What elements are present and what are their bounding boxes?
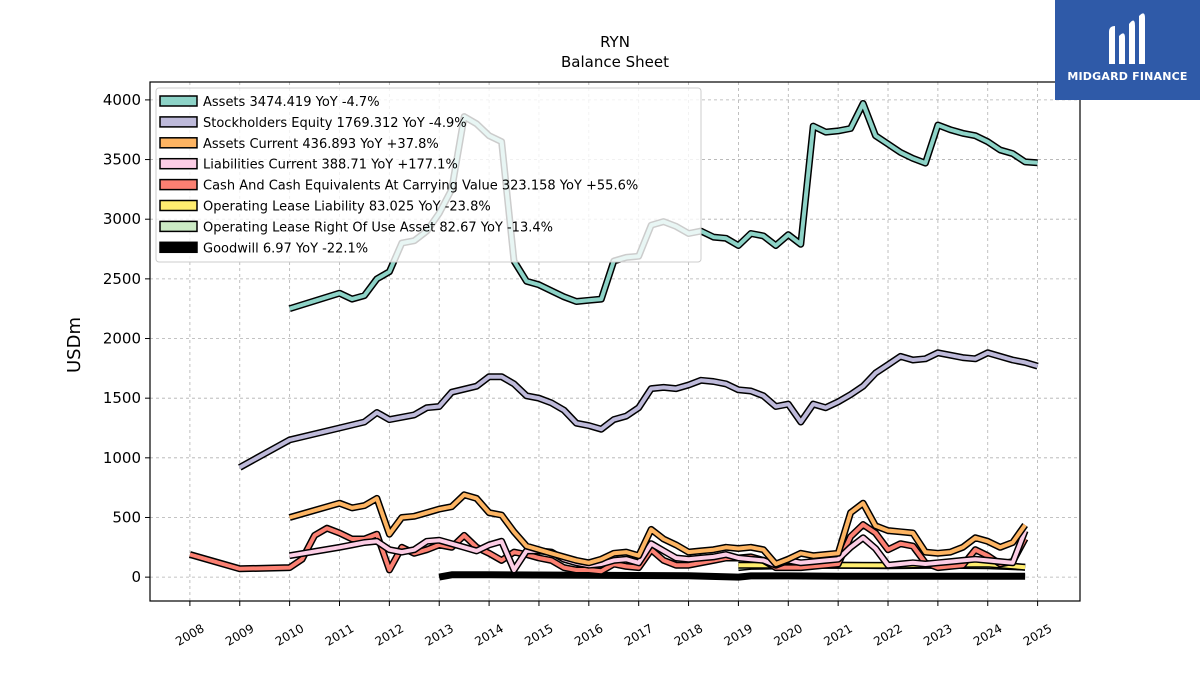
y-tick-label: 1000 bbox=[103, 449, 141, 467]
x-tick-label: 2017 bbox=[622, 621, 655, 648]
y-tick-label: 0 bbox=[131, 568, 141, 586]
series-2 bbox=[288, 491, 1028, 568]
legend-label: Operating Lease Liability 83.025 YoY -23… bbox=[203, 200, 491, 215]
legend-swatch bbox=[159, 220, 198, 233]
y-tick-label: 3500 bbox=[103, 151, 141, 169]
legend-label: Assets Current 436.893 YoY +37.8% bbox=[203, 137, 439, 152]
series-3 bbox=[289, 529, 1029, 574]
legend: Assets 3474.419 YoY -4.7% Stockholders Eq… bbox=[155, 87, 702, 263]
x-tick-label: 2025 bbox=[1021, 621, 1054, 648]
series-line bbox=[289, 492, 1027, 566]
legend-swatch bbox=[159, 157, 198, 170]
legend-swatch bbox=[159, 137, 198, 149]
x-tick-label: 2015 bbox=[522, 621, 555, 648]
series-1 bbox=[238, 349, 1039, 471]
chart-title: RYN bbox=[600, 33, 630, 51]
y-tick-label: 500 bbox=[112, 508, 141, 526]
series-layer bbox=[188, 100, 1039, 581]
x-tick-label: 2020 bbox=[772, 621, 805, 648]
legend-label: Stockholders Equity 1769.312 YoY -4.9% bbox=[203, 116, 467, 131]
midgard-logo-icon bbox=[1109, 13, 1145, 65]
legend-label: Liabilities Current 388.71 YoY +177.1% bbox=[203, 158, 458, 173]
legend-swatch bbox=[159, 178, 198, 191]
x-tick-label: 2010 bbox=[273, 621, 306, 648]
series-5 bbox=[738, 560, 1026, 571]
legend-box bbox=[155, 87, 702, 263]
legend-swatch bbox=[159, 95, 198, 107]
x-tick-label: 2016 bbox=[572, 621, 605, 648]
x-tick-label: 2021 bbox=[821, 621, 854, 648]
series-line bbox=[738, 562, 1026, 570]
x-tick-label: 2013 bbox=[422, 621, 455, 648]
x-tick-label: 2023 bbox=[921, 621, 954, 648]
x-tick-label: 2012 bbox=[373, 621, 406, 648]
y-tick-label: 2000 bbox=[103, 330, 141, 348]
x-tick-label: 2019 bbox=[722, 621, 755, 648]
y-axis-label: USDm bbox=[64, 317, 85, 373]
chart-subtitle: Balance Sheet bbox=[561, 53, 669, 71]
series-line bbox=[289, 529, 1027, 572]
series-7 bbox=[438, 571, 1026, 581]
x-tick-label: 2011 bbox=[323, 621, 356, 648]
x-tick-label: 2008 bbox=[173, 621, 206, 648]
legend-label: Operating Lease Right Of Use Asset 82.67… bbox=[203, 220, 553, 235]
x-tick-label: 2022 bbox=[871, 621, 904, 648]
series-line bbox=[438, 572, 1026, 580]
legend-label: Cash And Cash Equivalents At Carrying Va… bbox=[203, 179, 638, 194]
y-tick-label: 1500 bbox=[103, 389, 141, 407]
x-tick-label: 2009 bbox=[223, 621, 256, 648]
y-tick-label: 2500 bbox=[103, 270, 141, 288]
series-line bbox=[238, 350, 1039, 470]
legend-label: Assets 3474.419 YoY -4.7% bbox=[203, 95, 380, 110]
y-tick-label: 3000 bbox=[103, 210, 141, 228]
y-tick-label: 4000 bbox=[103, 91, 141, 109]
x-tick-label: 2014 bbox=[472, 621, 505, 648]
legend-swatch bbox=[159, 116, 198, 128]
x-tick-label: 2024 bbox=[971, 621, 1004, 648]
plot-frame bbox=[149, 81, 1081, 602]
legend-label: Goodwill 6.97 YoY -22.1% bbox=[203, 241, 368, 256]
midgard-finance-logo: MIDGARD FINANCE bbox=[1055, 0, 1200, 100]
brand-name: MIDGARD FINANCE bbox=[1067, 70, 1188, 83]
legend-swatch bbox=[159, 241, 198, 254]
x-tick-label: 2018 bbox=[672, 621, 705, 648]
legend-swatch bbox=[159, 199, 198, 212]
